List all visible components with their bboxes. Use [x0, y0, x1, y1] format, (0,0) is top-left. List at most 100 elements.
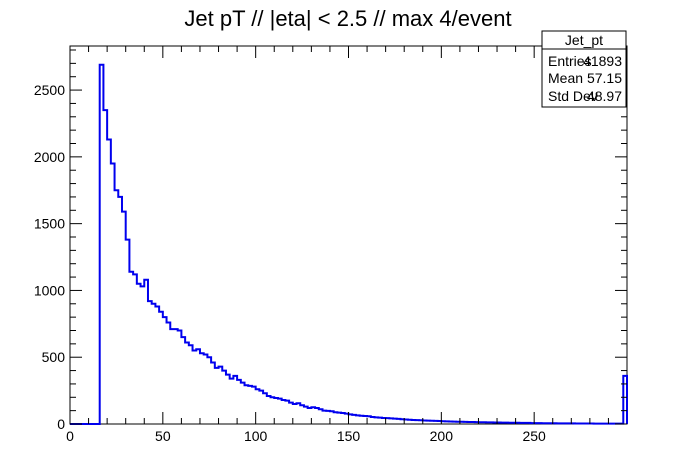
- histogram-bin: [222, 371, 226, 424]
- histogram-bin: [334, 412, 338, 424]
- histogram-bin: [452, 422, 456, 424]
- histogram-bin: [219, 367, 223, 424]
- histogram-bin: [155, 306, 159, 424]
- y-tick-label: 1500: [34, 216, 65, 232]
- stats-entries-label: Entries: [548, 53, 592, 69]
- histogram-bin: [326, 411, 330, 424]
- histogram-bin: [556, 423, 560, 424]
- histogram-bin: [304, 407, 308, 424]
- histogram-bin: [363, 416, 367, 424]
- histogram-bin: [360, 416, 364, 424]
- x-tick-label: 150: [337, 428, 361, 444]
- histogram-bin: [549, 423, 553, 424]
- chart-title: Jet pT // |eta| < 2.5 // max 4/event: [184, 6, 511, 31]
- histogram-bin: [575, 423, 579, 424]
- histogram-bin: [367, 416, 371, 424]
- histogram-bin: [571, 423, 575, 424]
- y-tick-label: 2500: [34, 82, 65, 98]
- histogram-bin: [100, 65, 104, 424]
- histogram-bin: [475, 422, 479, 424]
- histogram-bin: [389, 418, 393, 424]
- stats-mean-label: Mean: [548, 70, 583, 86]
- stats-stddev-value: 48.97: [587, 88, 622, 104]
- histogram-bin: [467, 422, 471, 424]
- y-tick-label: 1000: [34, 282, 65, 298]
- histogram-bin: [252, 387, 256, 424]
- histogram-bin: [430, 421, 434, 424]
- histogram-bin: [516, 423, 520, 424]
- histogram-bin: [460, 422, 464, 424]
- histogram-bin: [426, 421, 430, 424]
- histogram-bin: [107, 139, 111, 424]
- histogram-bin: [315, 408, 319, 424]
- histogram-bin: [449, 421, 453, 424]
- histogram-bin: [374, 417, 378, 424]
- histogram-bin: [378, 418, 382, 424]
- histogram-bin: [196, 349, 200, 424]
- histogram-bin: [349, 414, 353, 424]
- histogram-bin: [471, 422, 475, 424]
- y-tick-label: 500: [42, 349, 66, 365]
- histogram-bin: [233, 376, 237, 424]
- histogram-bin: [133, 274, 137, 424]
- x-tick-label: 200: [430, 428, 454, 444]
- histogram-bin: [200, 353, 204, 424]
- histogram-bin: [259, 391, 263, 424]
- histogram-bin: [311, 407, 315, 424]
- histogram-bin: [289, 403, 293, 424]
- histogram-bin: [404, 419, 408, 424]
- stats-stddev-label: Std Dev: [548, 88, 598, 104]
- x-tick-label: 0: [66, 428, 74, 444]
- histogram-bin: [441, 421, 445, 424]
- histogram-bin: [297, 403, 301, 424]
- histogram-bin: [103, 110, 107, 424]
- histogram-bin: [118, 197, 122, 424]
- histogram-bin: [400, 419, 404, 424]
- histogram-bin: [300, 405, 304, 424]
- histogram-bin: [530, 423, 534, 424]
- histogram-bin: [170, 329, 174, 424]
- histogram-bin: [568, 423, 572, 424]
- histogram-bin: [512, 423, 516, 424]
- histogram-bin: [415, 420, 419, 424]
- stats-box-title: Jet_pt: [565, 32, 603, 48]
- histogram-bin: [586, 423, 590, 424]
- histogram-bin: [152, 304, 156, 424]
- stats-entries-value: 41893: [583, 53, 622, 69]
- histogram-bin: [230, 379, 234, 424]
- histogram-bin: [527, 423, 531, 424]
- histogram-bin: [178, 331, 182, 424]
- histogram-bin: [397, 419, 401, 424]
- histogram-bin: [345, 414, 349, 424]
- histogram-bin: [508, 423, 512, 424]
- histogram-bin: [159, 312, 163, 424]
- histogram-bin: [419, 420, 423, 424]
- y-tick-label: 2000: [34, 149, 65, 165]
- histogram-bin: [519, 423, 523, 424]
- histogram-bin: [386, 418, 390, 424]
- histogram-bin: [478, 422, 482, 424]
- histogram-bin: [486, 422, 490, 424]
- histogram-bin: [553, 423, 557, 424]
- histogram-bin: [423, 421, 427, 424]
- histogram-bin: [497, 423, 501, 424]
- histogram-bin: [623, 376, 627, 424]
- histogram-bin: [590, 423, 594, 424]
- histogram-series-line: [70, 63, 628, 425]
- histogram-bin: [282, 400, 286, 424]
- histogram-bin: [534, 423, 538, 424]
- histogram-bin: [248, 386, 252, 424]
- histogram-bin: [352, 415, 356, 424]
- histogram-bin: [174, 329, 178, 424]
- histogram-bin: [504, 423, 508, 424]
- histogram-bin: [285, 401, 289, 424]
- histogram-bin: [341, 413, 345, 424]
- histogram-bin: [371, 417, 375, 424]
- histogram-bin: [271, 397, 275, 424]
- histogram-bin: [189, 345, 193, 424]
- histogram-bin: [263, 393, 267, 424]
- histogram-bin: [319, 409, 323, 424]
- histogram-bin: [308, 408, 312, 424]
